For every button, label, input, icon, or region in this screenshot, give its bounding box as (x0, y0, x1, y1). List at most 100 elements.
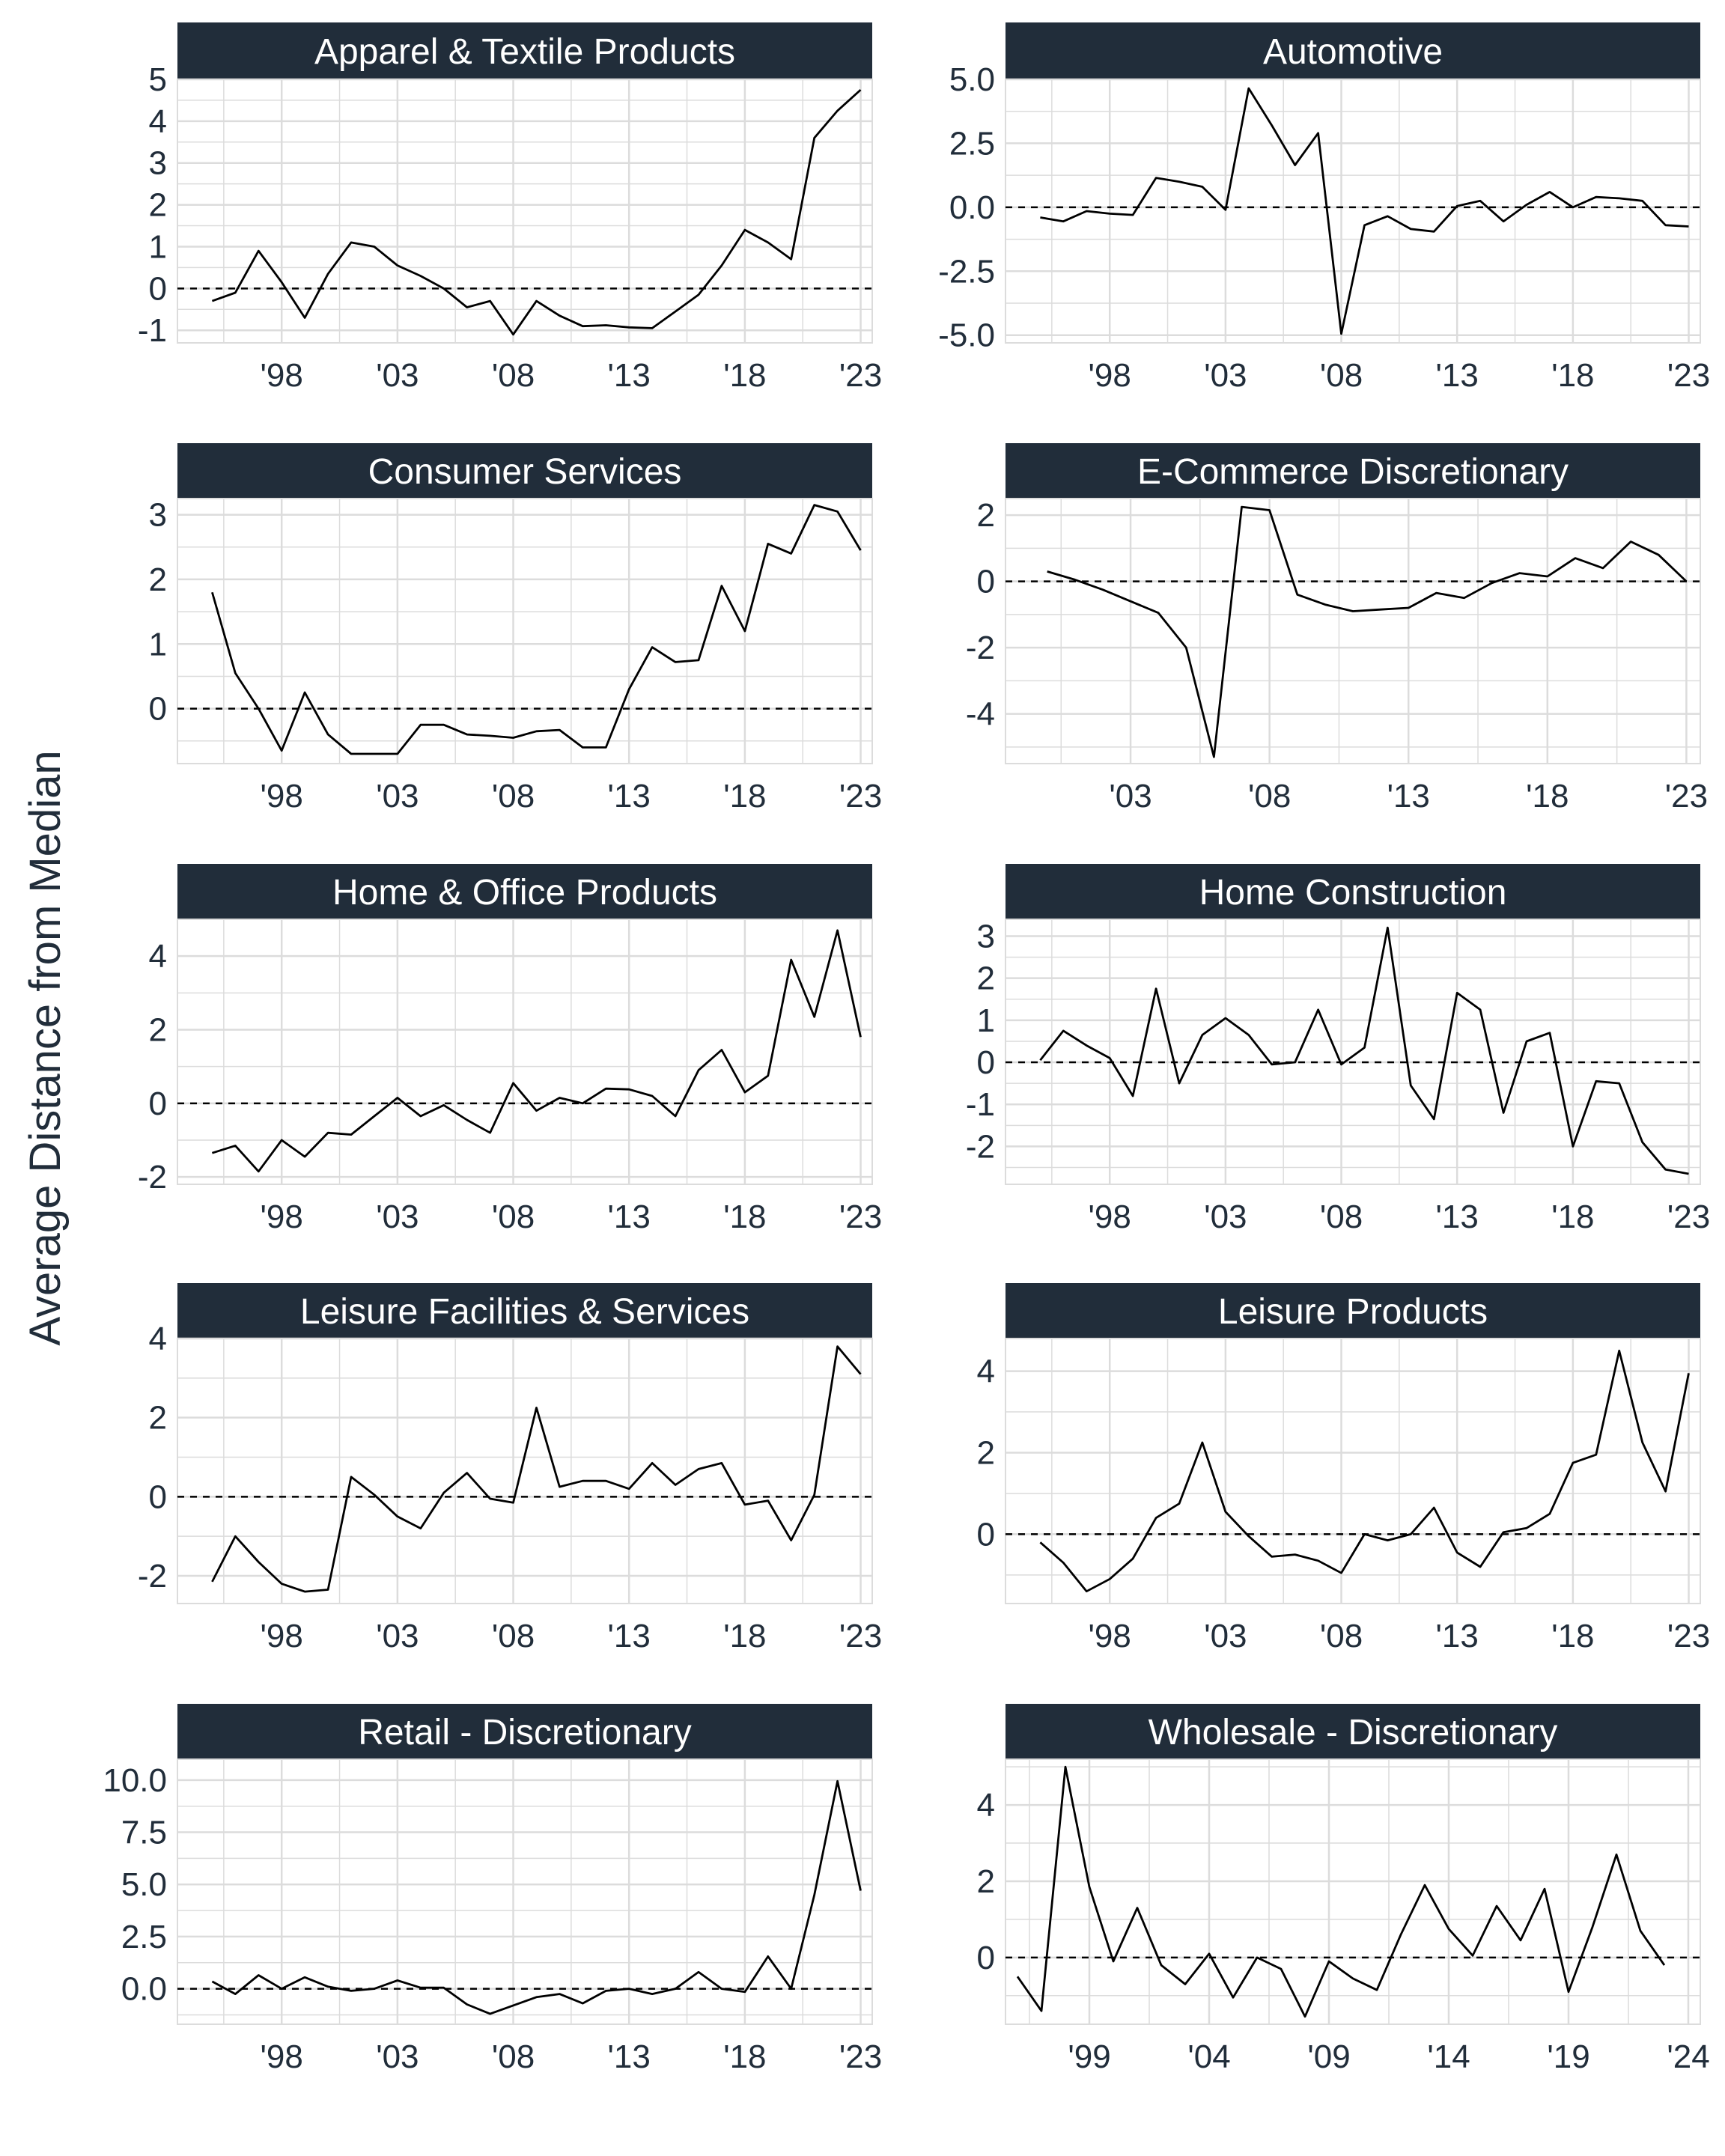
x-tick-label: '23 (1665, 778, 1708, 814)
series-line (211, 1779, 862, 2015)
x-tick-label: '18 (723, 357, 766, 394)
x-tick-label: '23 (839, 357, 882, 394)
y-tick-label: 7.5 (121, 1815, 167, 1851)
y-tick-label: -4 (966, 696, 995, 733)
y-tick-label: 4 (977, 1353, 995, 1390)
series-line (211, 929, 862, 1173)
y-tick-label: 2 (977, 1434, 995, 1471)
panel-strip (177, 22, 872, 79)
x-tick-label: '18 (1551, 357, 1594, 394)
y-tick-label: 2.5 (949, 125, 995, 162)
panel-title: Retail - Discretionary (358, 1713, 691, 1752)
panel-home-construction: Home Construction -2 -1 0 1 2 3 '98 '03 '08 '13 '18… (966, 864, 1710, 1235)
x-tick-label: '03 (376, 778, 419, 814)
x-tick-label: '08 (1248, 778, 1291, 814)
panel-strip (1006, 443, 1700, 499)
panel-automotive: Automotive -5.0 -2.5 0.0 2.5 5.0 '98 '03 '08 '13 '… (938, 22, 1710, 394)
panels: Apparel & Textile Products -1 0 1 2 3 4 5 '98 '03… (103, 22, 1710, 2075)
x-tick-label: '23 (1667, 1199, 1710, 1235)
y-tick-label: 2 (977, 960, 995, 997)
x-tick-label: '98 (261, 1199, 303, 1235)
x-tick-label: '23 (839, 1618, 882, 1654)
y-tick-label: 2 (977, 497, 995, 534)
panel-border (1005, 498, 1701, 764)
x-tick-label: '18 (1551, 1618, 1594, 1654)
x-tick-label: '23 (1667, 357, 1710, 394)
x-tick-label: '13 (1436, 357, 1479, 394)
panel-strip (177, 1704, 872, 1759)
x-tick-label: '98 (1089, 1199, 1131, 1235)
series-line (1047, 505, 1688, 758)
x-tick-label: '13 (608, 357, 651, 394)
panel-border (1005, 79, 1701, 344)
y-tick-label: 2 (149, 1012, 167, 1049)
x-tick-label: '08 (492, 778, 535, 814)
panel-title: Automotive (1263, 32, 1443, 72)
panel-title: Leisure Products (1218, 1292, 1488, 1332)
x-tick-label: '98 (261, 1618, 303, 1654)
x-tick-label: '18 (1526, 778, 1569, 814)
y-tick-label: 0 (977, 1516, 995, 1553)
panel-title: Consumer Services (368, 452, 682, 492)
panel-border (177, 1338, 873, 1604)
y-axis-label: Average Distance from Median (21, 750, 70, 1345)
x-tick-label: '99 (1068, 2038, 1110, 2075)
x-tick-label: '08 (492, 1199, 535, 1235)
x-tick-label: '18 (723, 1618, 766, 1654)
y-tick-label: -2 (966, 1128, 995, 1165)
x-tick-label: '03 (1109, 778, 1151, 814)
panel-border (177, 498, 873, 764)
panel-strip (1006, 1704, 1700, 1759)
y-tick-label: 0.0 (121, 1971, 167, 2008)
x-tick-label: '03 (376, 1618, 419, 1654)
panel-strip (1006, 22, 1700, 79)
panel-title: Home & Office Products (332, 873, 717, 913)
y-tick-label: 1 (977, 1002, 995, 1039)
panel-border (177, 919, 873, 1185)
panel-border (177, 79, 873, 344)
x-tick-label: '08 (492, 357, 535, 394)
x-tick-label: '13 (1387, 778, 1430, 814)
y-tick-label: 0.0 (949, 189, 995, 226)
y-tick-label: -1 (138, 312, 167, 349)
y-tick-label: 0 (977, 564, 995, 600)
y-tick-label: 2 (149, 561, 167, 598)
panel-title: Leisure Facilities & Services (300, 1292, 749, 1332)
x-tick-label: '04 (1187, 2038, 1230, 2075)
x-tick-label: '13 (608, 778, 651, 814)
y-tick-label: 0 (149, 1479, 167, 1515)
panel-retail-discretionary: Retail - Discretionary 0.0 2.5 5.0 7.5 10.0 '9… (103, 1704, 882, 2075)
x-tick-label: '09 (1307, 2038, 1350, 2075)
y-tick-label: 3 (149, 145, 167, 182)
panel-title: E-Commerce Discretionary (1137, 452, 1569, 492)
y-tick-label: 3 (149, 497, 167, 534)
x-tick-label: '24 (1667, 2038, 1709, 2075)
series-line (1039, 926, 1689, 1175)
x-tick-label: '13 (608, 2038, 651, 2075)
series-line (211, 504, 862, 755)
series-line (211, 88, 862, 336)
panel-home-office-products: Home & Office Products -2 0 2 4 '98 '03 '08 '13 '… (138, 864, 882, 1235)
y-tick-label: -5.0 (938, 317, 995, 354)
x-tick-label: '23 (839, 2038, 882, 2075)
x-tick-label: '18 (723, 2038, 766, 2075)
y-tick-label: 0 (977, 1940, 995, 1976)
panel-title: Apparel & Textile Products (314, 32, 735, 72)
y-tick-label: 4 (149, 103, 167, 140)
x-tick-label: '18 (723, 1199, 766, 1235)
panel-leisure-facilities-services: Leisure Facilities & Services -2 0 2 4 '98 '03… (138, 1283, 882, 1654)
x-tick-label: '08 (1320, 357, 1363, 394)
series-line (1039, 1349, 1690, 1593)
y-tick-label: 2 (977, 1863, 995, 1900)
y-tick-label: 4 (977, 1787, 995, 1824)
x-tick-label: '08 (1320, 1618, 1363, 1654)
y-tick-label: 1 (149, 626, 167, 663)
panel-strip (1006, 864, 1700, 919)
x-tick-label: '03 (1204, 357, 1247, 394)
y-tick-label: 10.0 (103, 1762, 167, 1799)
y-tick-label: 5.0 (949, 61, 995, 98)
panel-wholesale-discretionary: Wholesale - Discretionary 0 2 4 '99 '04 '09 '14… (977, 1704, 1710, 2075)
panel-strip (177, 1283, 872, 1339)
y-tick-label: 0 (149, 270, 167, 307)
panel-border (1005, 919, 1701, 1185)
